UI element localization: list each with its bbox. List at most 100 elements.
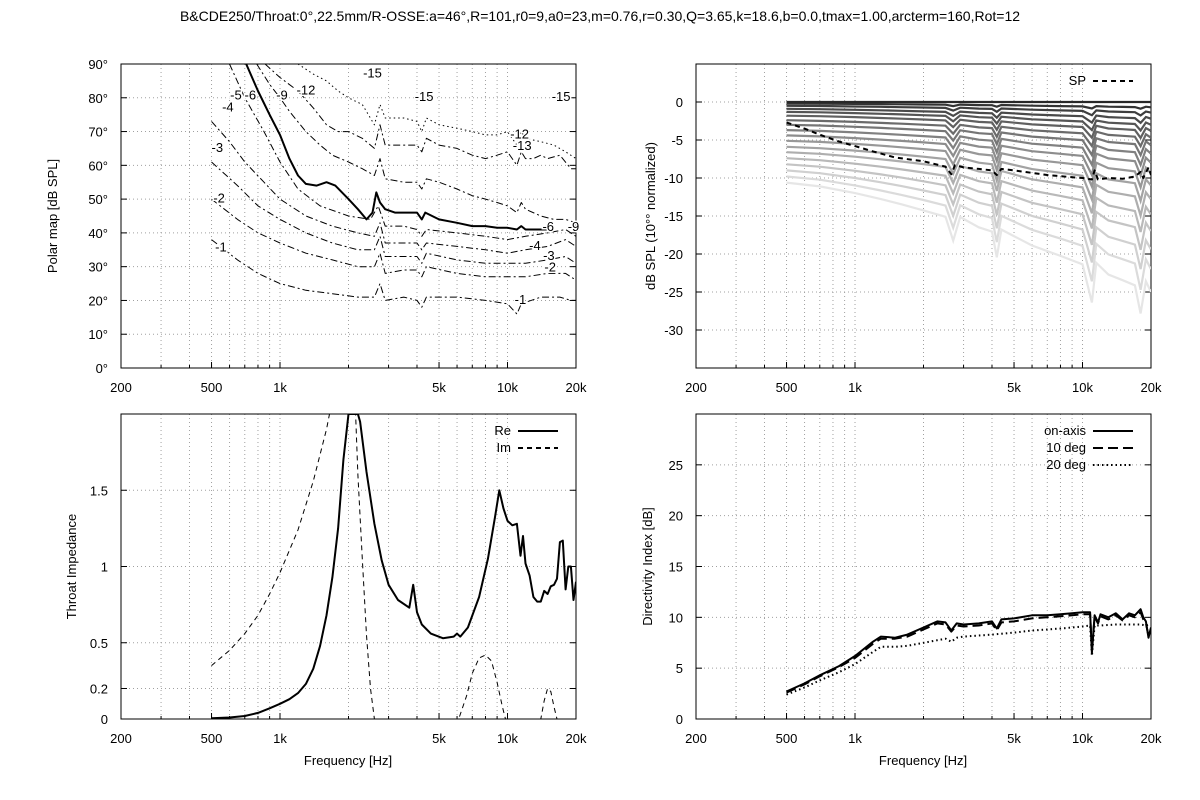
- impedance-xtick-label: 5k: [432, 731, 446, 746]
- polar-contour-label: -6: [244, 87, 256, 102]
- spl-curve: [786, 119, 1151, 149]
- polar-series-5: [229, 64, 576, 241]
- polar-ytick-label: 90°: [88, 57, 108, 72]
- polar-ytick-label: 60°: [88, 158, 108, 173]
- spl-curve: [786, 175, 1151, 291]
- spl-curve: [786, 181, 1151, 314]
- directivity-legend-label: 10 deg: [1046, 440, 1086, 455]
- polar-ytick-label: 40°: [88, 226, 108, 241]
- polar-frame: [120, 63, 577, 369]
- spl-curve: [786, 107, 1151, 125]
- spl-axes: 0 -5 -10 -15 -20 -25 -30 200 500 1k 5k 10k 20k dB SPL…: [643, 63, 1162, 395]
- impedance-xtick-label: 1k: [273, 731, 287, 746]
- impedance-xtick-label: 10k: [497, 731, 518, 746]
- polar-contour-label: -9: [568, 219, 580, 234]
- spl-xtick-label: 200: [685, 380, 707, 395]
- polar-xtick-label: 500: [201, 380, 223, 395]
- polar-ytick-label: 50°: [88, 192, 108, 207]
- polar-series-1: [211, 239, 576, 315]
- polar-contour-label: -15: [552, 89, 571, 104]
- polar-contour-label: -12: [510, 126, 529, 141]
- spl-curve: [786, 134, 1151, 179]
- polar-series-15: [297, 64, 576, 160]
- spl-ytick-label: -20: [664, 247, 683, 262]
- spl-curve: [786, 110, 1151, 133]
- spl-ytick-label: -30: [664, 323, 683, 338]
- spl-curve: [786, 104, 1151, 117]
- polar-contour-label: -1: [215, 239, 227, 254]
- impedance-xtick-label: 500: [201, 731, 223, 746]
- spl-curve: [786, 145, 1151, 205]
- spl-ytick-label: -5: [671, 133, 683, 148]
- polar-contour-label: -4: [529, 238, 541, 253]
- polar-ytick-label: 80°: [88, 91, 108, 106]
- polar-contour-label: -3: [543, 248, 555, 263]
- impedance-ytick-label: 1.5: [90, 483, 108, 498]
- directivity-legend-label: 20 deg: [1046, 457, 1086, 472]
- directivity-xtick-label: 1k: [848, 731, 862, 746]
- polar-series-2: [211, 198, 576, 281]
- impedance-ytick-label: 1: [101, 560, 108, 575]
- spl-ytick-label: -15: [664, 209, 683, 224]
- polar-contour-label: -2: [213, 190, 225, 205]
- polar-contour-label: -3: [212, 140, 224, 155]
- impedance-axes: 0 0.2 0.5 1 1.5 200 500 1k 5k 10k 20k Throat Impeda…: [64, 413, 587, 768]
- spl-curve: [786, 123, 1151, 158]
- spl-ytick-label: -25: [664, 285, 683, 300]
- impedance-xtick-label: 20k: [566, 731, 587, 746]
- directivity-frame: [695, 413, 1152, 720]
- spl-xtick-label: 20k: [1141, 380, 1162, 395]
- polar-contour-label: -9: [276, 87, 288, 102]
- directivity-xlabel: Frequency [Hz]: [879, 753, 967, 768]
- polar-xtick-label: 10k: [497, 380, 518, 395]
- spl-xtick-label: 5k: [1007, 380, 1021, 395]
- polar-xtick-label: 200: [110, 380, 132, 395]
- polar-contour-label: -15: [415, 89, 434, 104]
- polar-ylabel: Polar map [dB SPL]: [45, 159, 60, 273]
- directivity-ytick-label: 10: [669, 610, 683, 625]
- polar-series-12: [264, 64, 576, 170]
- polar-series-6: [245, 64, 554, 231]
- polar-contour-label: -2: [544, 260, 556, 275]
- polar-series-3: [211, 161, 576, 264]
- impedance-series-Re: [211, 414, 576, 719]
- impedance-ytick-label: 0.5: [90, 636, 108, 651]
- polar-contour-label: -12: [297, 82, 316, 97]
- spl-legend: SP: [1069, 73, 1133, 88]
- spl-xtick-label: 10k: [1072, 380, 1093, 395]
- spl-curve: [786, 102, 1151, 110]
- impedance-legend-label: Im: [497, 440, 511, 455]
- polar-ytick-label: 30°: [88, 260, 108, 275]
- polar-contour-label: -4: [222, 99, 234, 114]
- spl-legend-label: SP: [1069, 73, 1086, 88]
- polar-contour-label: -6: [542, 219, 554, 234]
- directivity-ylabel: Directivity Index [dB]: [640, 507, 655, 626]
- directivity-xtick-label: 10k: [1072, 731, 1093, 746]
- spl-curve: [786, 139, 1151, 191]
- spl-curve: [786, 114, 1151, 140]
- impedance-xlabel: Frequency [Hz]: [304, 753, 392, 768]
- polar-contour-label: -13: [513, 138, 532, 153]
- polar-contour-label: -15: [363, 66, 382, 81]
- spl-ytick-label: -10: [664, 171, 683, 186]
- directivity-series-20deg: [786, 623, 1151, 696]
- polar-axes: 0° 10° 20° 30° 40° 50° 60° 70° 80° 90° 200 500 1k 5k 1…: [45, 57, 587, 395]
- polar-ytick-label: 10°: [88, 327, 108, 342]
- impedance-xtick-label: 200: [110, 731, 132, 746]
- polar-series-9: [256, 64, 576, 224]
- polar-xtick-label: 1k: [273, 380, 287, 395]
- polar-xtick-label: 20k: [566, 380, 587, 395]
- spl-xtick-label: 1k: [848, 380, 862, 395]
- spl-ylabel: dB SPL (10°° normalized): [643, 142, 658, 290]
- spl-curve: [786, 163, 1151, 251]
- polar-ytick-label: 0°: [96, 361, 108, 376]
- polar-ytick-label: 70°: [88, 125, 108, 140]
- spl-series-SP: [786, 121, 1151, 181]
- directivity-legend: on-axis 10 deg 20 deg: [1044, 423, 1133, 472]
- page-title: B&CDE250/Throat:0°,22.5mm/R-OSSE:a=46°,R…: [179, 8, 1021, 24]
- spl-curve: [786, 169, 1151, 270]
- directivity-xtick-label: 20k: [1141, 731, 1162, 746]
- impedance-legend: Re Im: [494, 423, 558, 455]
- directivity-legend-label: on-axis: [1044, 423, 1086, 438]
